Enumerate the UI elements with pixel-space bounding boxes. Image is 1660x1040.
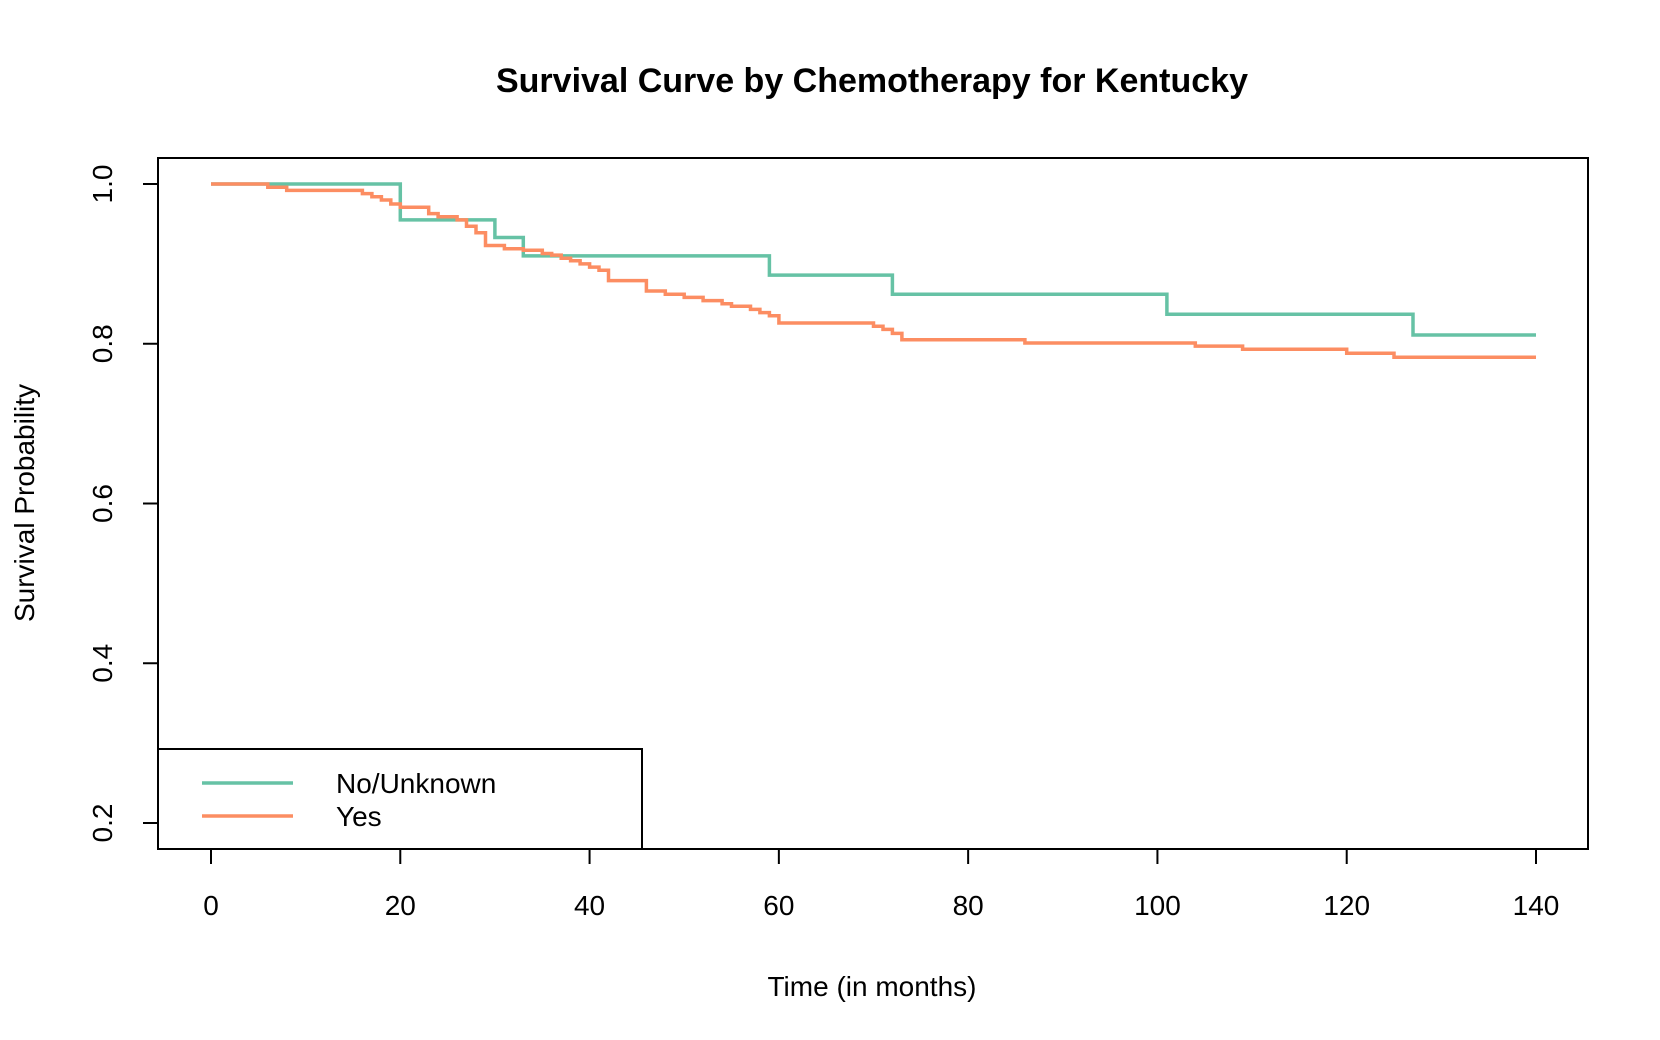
survival-line-no-unknown: [211, 182, 1536, 337]
legend-label-no-unknown: No/Unknown: [336, 768, 496, 799]
x-tick-label: 120: [1323, 890, 1370, 921]
y-tick-label: 0.2: [87, 804, 118, 843]
x-tick-label: 80: [953, 890, 984, 921]
x-tick-label: 20: [385, 890, 416, 921]
x-axis: 0 20 40 60 80 100 120 140: [203, 848, 1560, 921]
survival-line-yes: [211, 182, 1536, 360]
y-tick-label: 1.0: [87, 165, 118, 204]
x-tick-label: 0: [203, 890, 219, 921]
legend-label-yes: Yes: [336, 801, 382, 832]
y-tick-label: 0.4: [87, 644, 118, 683]
plot-frame: [157, 157, 1589, 850]
x-axis-title: Time (in months): [767, 971, 976, 1002]
y-tick-label: 0.8: [87, 324, 118, 363]
y-axis-title: Survival Probability: [9, 384, 40, 622]
survival-curves: [211, 182, 1536, 360]
legend: No/Unknown Yes: [157, 748, 643, 850]
chart-title: Survival Curve by Chemotherapy for Kentu…: [496, 62, 1248, 100]
y-axis: 0.2 0.4 0.6 0.8 1.0: [87, 165, 159, 843]
legend-box: [157, 748, 643, 850]
x-tick-label: 40: [574, 890, 605, 921]
y-tick-label: 0.6: [87, 484, 118, 523]
x-tick-label: 140: [1513, 890, 1560, 921]
x-tick-label: 100: [1134, 890, 1181, 921]
x-tick-label: 60: [763, 890, 794, 921]
